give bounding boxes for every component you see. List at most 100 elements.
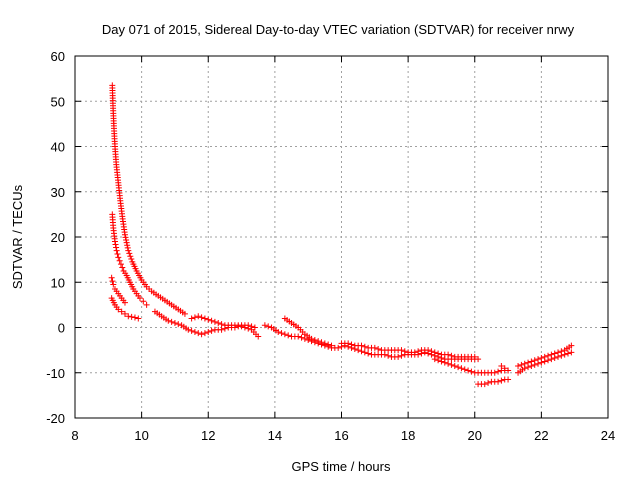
data-point — [475, 356, 482, 363]
data-point — [448, 361, 455, 368]
data-point — [441, 359, 448, 366]
data-point — [140, 298, 147, 305]
x-tick-label: 12 — [201, 428, 215, 443]
data-point — [435, 350, 442, 357]
data-point — [211, 318, 218, 325]
x-tick-label: 14 — [268, 428, 282, 443]
data-point — [108, 274, 115, 281]
data-point — [358, 348, 365, 355]
data-point — [528, 358, 535, 365]
data-point — [125, 313, 132, 320]
x-tick-label: 16 — [334, 428, 348, 443]
data-point — [235, 322, 242, 329]
data-point — [125, 247, 132, 254]
x-axis-label: GPS time / hours — [292, 459, 391, 474]
data-point — [385, 352, 392, 359]
data-point — [238, 323, 245, 330]
data-point — [115, 254, 122, 261]
data-point — [535, 356, 542, 363]
data-point — [122, 234, 129, 241]
data-point — [114, 250, 121, 257]
data-point — [531, 357, 538, 364]
data-point — [308, 335, 315, 342]
data-point — [295, 333, 302, 340]
data-point — [121, 310, 128, 317]
data-point — [455, 364, 462, 371]
data-point — [468, 368, 475, 375]
data-point — [358, 342, 365, 349]
data-point — [205, 329, 212, 336]
data-point — [485, 379, 492, 386]
data-point — [471, 353, 478, 360]
data-point — [548, 351, 555, 358]
data-point — [255, 333, 262, 340]
data-point — [261, 322, 268, 329]
data-point — [411, 349, 418, 356]
y-axis-label: SDTVAR / TECUs — [10, 184, 25, 289]
data-point — [124, 242, 131, 249]
data-point — [298, 334, 305, 341]
data-point — [123, 239, 130, 246]
data-point — [335, 344, 342, 351]
x-tick-label: 8 — [71, 428, 78, 443]
data-point — [241, 324, 248, 331]
data-point — [315, 338, 322, 345]
data-point — [505, 376, 512, 383]
data-point — [128, 313, 135, 320]
data-point — [165, 317, 172, 324]
data-point — [401, 348, 408, 355]
data-point — [136, 295, 143, 302]
x-tick-label: 10 — [134, 428, 148, 443]
data-point — [425, 347, 432, 354]
data-point — [325, 341, 332, 348]
x-tick-label: 18 — [401, 428, 415, 443]
data-point — [168, 318, 175, 325]
data-point — [541, 353, 548, 360]
data-point — [415, 348, 422, 355]
data-point — [398, 347, 405, 354]
data-point — [518, 361, 525, 368]
data-point — [371, 344, 378, 351]
data-point — [124, 244, 131, 251]
data-point — [127, 253, 134, 260]
data-point — [135, 315, 142, 322]
data-point — [188, 327, 195, 334]
y-tick-label: 40 — [51, 140, 65, 155]
data-point — [495, 368, 502, 375]
data-point — [521, 360, 528, 367]
y-tick-label: -20 — [46, 411, 65, 426]
data-point — [198, 331, 205, 338]
x-tick-label: 20 — [468, 428, 482, 443]
y-tick-label: 20 — [51, 230, 65, 245]
data-point — [395, 353, 402, 360]
x-tick-label: 24 — [601, 428, 615, 443]
data-point — [445, 351, 452, 358]
data-point — [115, 306, 122, 313]
data-point — [438, 358, 445, 365]
data-point — [119, 264, 126, 271]
data-point — [568, 342, 575, 349]
data-point — [285, 332, 292, 339]
data-point — [498, 362, 505, 369]
data-point — [481, 381, 488, 388]
data-point — [435, 357, 442, 364]
data-point — [188, 315, 195, 322]
data-point — [116, 257, 123, 264]
data-point — [185, 326, 192, 333]
data-point — [113, 244, 120, 251]
data-point — [501, 365, 508, 372]
data-point — [375, 345, 382, 352]
x-tick-label: 22 — [534, 428, 548, 443]
data-point — [321, 340, 328, 347]
axis-ticks — [74, 55, 609, 419]
data-point — [143, 301, 150, 308]
data-point — [328, 342, 335, 349]
data-point — [458, 365, 465, 372]
data-point — [498, 377, 505, 384]
data-point — [208, 327, 215, 334]
data-point — [110, 281, 117, 288]
data-point — [201, 330, 208, 337]
data-point — [245, 325, 252, 332]
y-tick-label: 30 — [51, 185, 65, 200]
